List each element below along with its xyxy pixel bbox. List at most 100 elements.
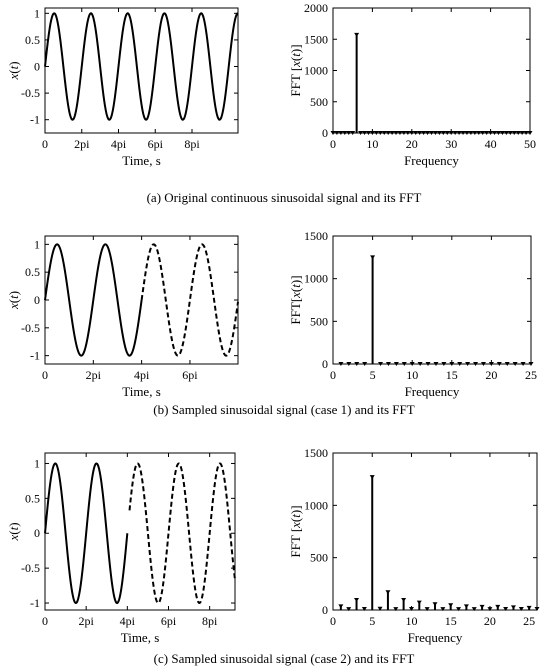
stem-marker <box>448 603 454 608</box>
x-tick-label: 2pi <box>78 614 94 628</box>
stem-marker <box>369 131 375 135</box>
y-tick-label: 0 <box>34 293 40 307</box>
x-tick-label: 10 <box>405 614 417 628</box>
stem-marker <box>362 362 368 366</box>
stem-marker <box>385 362 391 366</box>
stem-marker <box>448 131 454 135</box>
stem-marker <box>436 131 442 135</box>
stem-marker <box>465 362 471 366</box>
stem-marker <box>377 606 383 611</box>
stem-marker <box>377 131 383 135</box>
x-tick-label: 0 <box>330 614 336 628</box>
x-tick-label: 15 <box>445 614 457 628</box>
stem-marker <box>463 604 469 609</box>
stem-marker <box>330 131 336 135</box>
axes-frame <box>332 452 538 611</box>
stem-marker <box>464 131 470 135</box>
stem-marker <box>413 131 419 135</box>
stem-marker <box>519 131 525 135</box>
stem-marker <box>468 131 474 135</box>
signal-line-solid <box>44 243 143 357</box>
stem-marker <box>480 362 486 366</box>
y-tick-label: 1500 <box>304 229 328 243</box>
stem-marker <box>487 607 493 612</box>
stem-marker <box>520 362 526 366</box>
stem-marker <box>346 362 352 366</box>
y-tick-label: 1 <box>34 6 40 20</box>
stem-marker <box>440 131 446 135</box>
signal-line-dashed <box>128 462 236 605</box>
stem-marker <box>488 362 494 366</box>
x-tick-label: 0 <box>42 614 48 628</box>
signal-line-solid <box>44 462 129 605</box>
stem-marker <box>527 131 533 135</box>
y-tick-label: 0.5 <box>25 265 40 279</box>
stem-marker <box>417 362 423 366</box>
x-tick-label: 2pi <box>74 137 90 151</box>
x-tick-label: 25 <box>523 614 535 628</box>
x-tick-label: 5 <box>369 614 375 628</box>
stem-marker <box>460 131 466 135</box>
stem-marker <box>369 475 375 480</box>
x-tick-label: 2pi <box>86 368 102 382</box>
y-tick-label: 0.5 <box>25 33 40 47</box>
stem-marker <box>457 362 463 366</box>
x-tick-label: 8pi <box>202 614 218 628</box>
stem-marker <box>503 606 509 611</box>
stem-marker <box>401 598 407 603</box>
stem-marker <box>405 131 411 135</box>
stem-marker <box>456 607 462 612</box>
chart-b-time: 0 2pi 4pi 6pi -1 -0.5 0 0.5 1 Time, s x(t) <box>6 235 239 399</box>
y-axis-label: FFT[x(t)] <box>288 275 303 324</box>
stem-marker <box>507 131 513 135</box>
stem-marker <box>381 131 387 135</box>
stem-marker <box>417 131 423 135</box>
stem-marker <box>488 131 494 135</box>
stem-marker <box>441 362 447 366</box>
stem-marker <box>473 362 479 366</box>
y-tick-label: 1000 <box>304 272 328 286</box>
x-tick-label: 6pi <box>148 137 164 151</box>
stem-marker <box>393 607 399 612</box>
stem-marker <box>365 131 371 135</box>
x-tick-label: 4pi <box>120 614 136 628</box>
x-tick-label: 0 <box>42 368 48 382</box>
stem-marker <box>472 131 478 135</box>
stem-marker <box>433 362 439 366</box>
stem-marker <box>479 604 485 609</box>
stem-marker <box>338 604 344 609</box>
stem-marker <box>432 131 438 135</box>
x-tick-label: 4pi <box>111 137 127 151</box>
y-tick-label: 0 <box>322 357 328 371</box>
stem-marker <box>338 362 344 366</box>
x-tick-label: 10 <box>366 137 378 151</box>
y-tick-label: 0 <box>322 603 328 617</box>
x-axis-label: Time, s <box>122 153 161 168</box>
x-tick-label: 0 <box>330 368 336 382</box>
stem-marker <box>512 362 518 366</box>
chart-a-fft: 0 10 20 30 40 500500100015002000FrequencyFFT … <box>288 1 536 168</box>
y-tick-label: -0.5 <box>21 561 40 575</box>
y-tick-label: -1 <box>30 113 40 127</box>
x-tick-label: 40 <box>485 137 497 151</box>
stem-marker <box>495 131 501 135</box>
caption-a: (a) Original continuous sinusoidal signa… <box>147 190 422 205</box>
stem-marker <box>492 131 498 135</box>
stem-marker <box>358 131 364 135</box>
axes-frame <box>332 235 532 365</box>
stem-marker <box>350 131 356 135</box>
stem-marker <box>385 131 391 135</box>
x-tick-label: 5 <box>370 368 376 382</box>
stem-marker <box>354 598 360 603</box>
stem-marker <box>480 131 486 135</box>
stem-marker <box>499 131 505 135</box>
x-tick-label: 4pi <box>134 368 150 382</box>
stem-marker <box>504 362 510 366</box>
x-tick-label: 6pi <box>161 614 177 628</box>
stem-marker <box>449 362 455 366</box>
stem-marker <box>503 131 509 135</box>
x-tick-label: 20 <box>484 614 496 628</box>
y-axis-label: FFT [x(t)] <box>288 505 303 557</box>
